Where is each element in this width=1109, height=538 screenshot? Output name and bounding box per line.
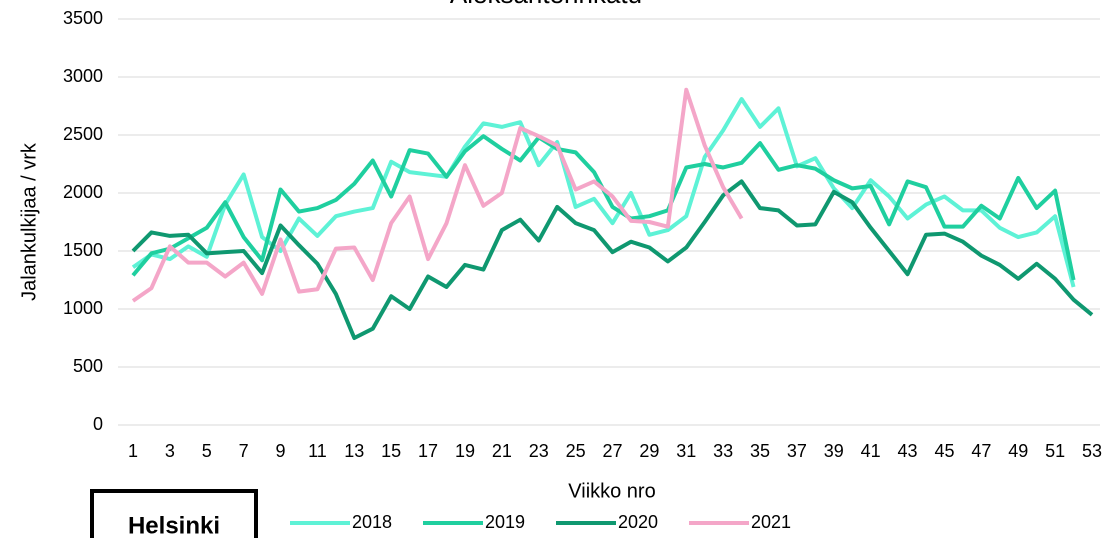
x-axis-label: Viikko nro (568, 480, 655, 502)
x-tick-label: 53 (1082, 441, 1102, 461)
y-tick-label: 0 (93, 414, 103, 434)
x-tick-label: 3 (165, 441, 175, 461)
y-tick-label: 3500 (63, 8, 103, 28)
x-tick-label: 5 (202, 441, 212, 461)
x-tick-label: 47 (971, 441, 991, 461)
series-line (131, 87, 744, 303)
x-tick-label: 27 (602, 441, 622, 461)
x-tick-label: 23 (529, 441, 549, 461)
logo: Helsinki (128, 512, 220, 538)
legend-label: 2021 (751, 512, 791, 532)
x-tick-label: 15 (381, 441, 401, 461)
x-tick-label: 37 (787, 441, 807, 461)
x-tick-label: 35 (750, 441, 770, 461)
x-tick-label: 33 (713, 441, 733, 461)
x-tick-label: 7 (239, 441, 249, 461)
x-tick-label: 25 (566, 441, 586, 461)
y-tick-label: 3000 (63, 66, 103, 86)
y-tick-label: 500 (73, 356, 103, 376)
legend-label: 2020 (618, 512, 658, 532)
chart-title: Aleksanterinkatu (450, 0, 642, 9)
legend-label: 2018 (352, 512, 392, 532)
y-tick-label: 1000 (63, 298, 103, 318)
x-tick-label: 41 (861, 441, 881, 461)
x-tick-label: 29 (639, 441, 659, 461)
x-tick-label: 39 (824, 441, 844, 461)
y-tick-label: 2500 (63, 124, 103, 144)
x-tick-label: 9 (276, 441, 286, 461)
x-tick-label: 43 (898, 441, 918, 461)
x-tick-label: 21 (492, 441, 512, 461)
x-tick-label: 13 (344, 441, 364, 461)
x-tick-label: 49 (1008, 441, 1028, 461)
x-tick-label: 19 (455, 441, 475, 461)
y-tick-label: 2000 (63, 182, 103, 202)
series-line (131, 179, 1094, 340)
x-tick-label: 1 (128, 441, 138, 461)
x-tick-label: 31 (676, 441, 696, 461)
logo-box (90, 489, 258, 538)
x-tick-label: 11 (308, 441, 327, 461)
x-tick-label: 45 (934, 441, 954, 461)
legend-label: 2019 (485, 512, 525, 532)
y-axis-label: Jalankulkijaa / vrk (18, 142, 40, 301)
x-tick-label: 17 (418, 441, 438, 461)
y-tick-label: 1500 (63, 240, 103, 260)
x-tick-label: 51 (1045, 441, 1065, 461)
